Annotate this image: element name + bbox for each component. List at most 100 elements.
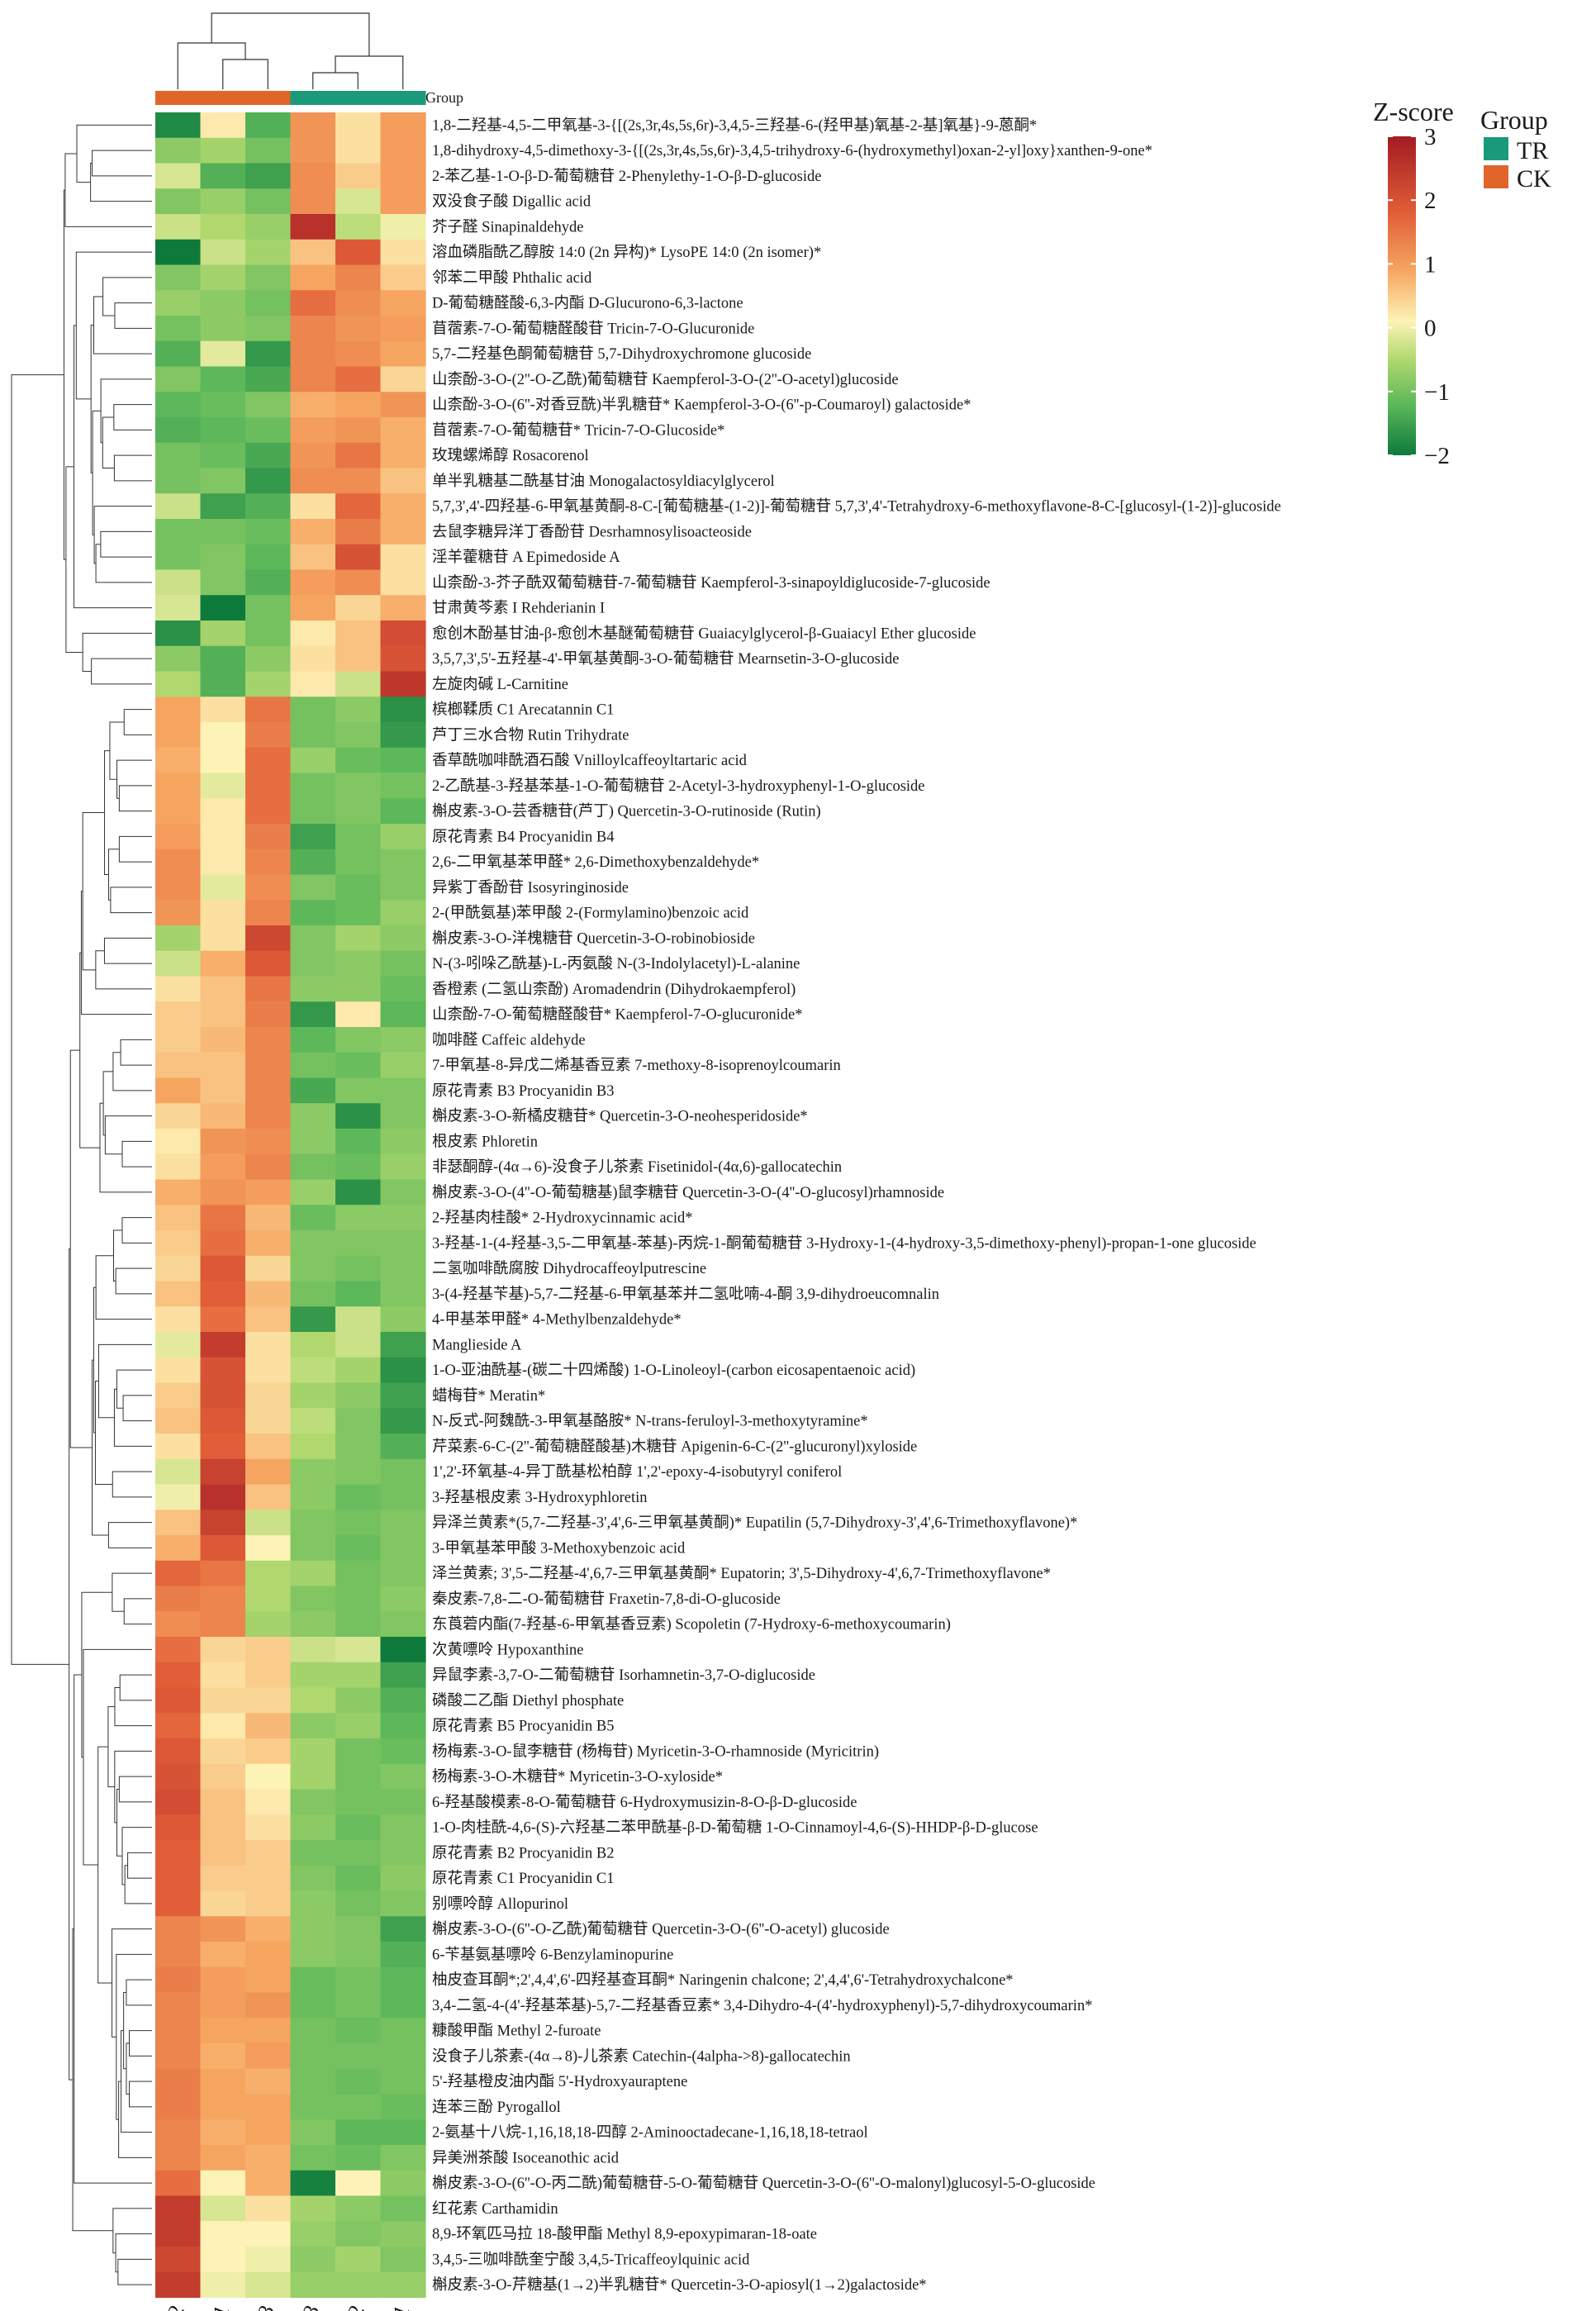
row-label: Manglieside A	[432, 1337, 522, 1353]
group-cell-tr-1	[380, 91, 426, 105]
dendrogram-branch	[104, 1115, 152, 1155]
legend-swatch-ck	[1484, 165, 1508, 188]
row-label: 杨梅素-3-O-鼠李糖苷 (杨梅苷) Myricetin-3-O-rhamnos…	[432, 1743, 879, 1760]
heatmap-cell	[335, 544, 382, 571]
row-label: 5,7,3',4'-四羟基-6-甲氧基黄酮-8-C-[葡萄糖基-(1-2)]-葡…	[432, 498, 1281, 516]
row-label: 2-(甲酰氨基)苯甲酸 2-(Formylamino)benzoic acid	[432, 905, 749, 922]
heatmap-cell	[335, 621, 382, 647]
heatmap-cell	[155, 1408, 202, 1434]
heatmap-cell	[290, 2043, 336, 2070]
heatmap-cell	[155, 163, 202, 189]
dendrogram-branch	[107, 1522, 152, 1548]
dendrogram-branch	[94, 1381, 113, 1485]
heatmap-cell	[200, 824, 246, 850]
group-legend: Group TR CK	[1480, 105, 1551, 193]
row-dendrogram	[11, 124, 152, 2285]
heatmap-cell	[200, 493, 246, 520]
heatmap-cell	[290, 798, 336, 825]
heatmap-cell	[290, 1713, 336, 1739]
heatmap-cell	[380, 722, 426, 749]
row-label: 玫瑰螺烯醇 Rosacorenol	[432, 447, 589, 464]
heatmap-cell	[155, 950, 202, 977]
heatmap-cell	[380, 1408, 426, 1434]
heatmap-cell	[245, 1916, 292, 1942]
heatmap-cell	[380, 1357, 426, 1384]
heatmap-cell	[245, 544, 292, 571]
heatmap-cell	[335, 645, 382, 673]
heatmap-cell	[245, 442, 292, 469]
dendrogram-branch	[129, 2030, 152, 2057]
row-label: 3,4-二氢-4-(4'-羟基苯基)-5,7-二羟基香豆素* 3,4-Dihyd…	[432, 1997, 1092, 2014]
heatmap-cell	[200, 1890, 246, 1917]
heatmap-cell	[290, 1942, 336, 1968]
row-label: 山柰酚-7-O-葡萄糖醛酸苷* Kaempferol-7-O-glucuroni…	[432, 1006, 803, 1024]
heatmap-cell	[245, 1408, 292, 1434]
dendrogram-branch	[113, 404, 152, 430]
heatmap-cell	[335, 1179, 382, 1205]
heatmap-cell	[380, 1510, 426, 1536]
heatmap-cell	[155, 1840, 202, 1866]
dendrogram-branch	[126, 1979, 152, 2006]
heatmap-cell	[380, 1916, 426, 1942]
heatmap-cell	[290, 544, 336, 571]
heatmap-cell	[335, 1535, 382, 1562]
dendrogram-branch	[83, 1648, 152, 1866]
dendrogram-branch	[123, 709, 152, 735]
row-label: 7-甲氧基-8-异戊二烯基香豆素 7-methoxy-8-isoprenoylc…	[432, 1057, 841, 1074]
heatmap-cell	[200, 1153, 246, 1181]
row-label: 槲皮素-3-O-洋槐糖苷 Quercetin-3-O-robinobioside	[432, 930, 755, 947]
heatmap-cell	[155, 1992, 202, 2019]
row-label: 槲皮素-3-O-(4''-O-葡萄糖基)鼠李糖苷 Quercetin-3-O-(…	[432, 1184, 944, 1201]
heatmap-cell	[155, 137, 202, 164]
heatmap-cell	[200, 1560, 246, 1587]
heatmap-cell	[200, 2119, 246, 2146]
heatmap-cell	[335, 1713, 382, 1739]
heatmap-cell	[200, 645, 246, 673]
heatmap-cell	[155, 264, 202, 291]
heatmap-cell	[200, 1255, 246, 1282]
heatmap-cell	[290, 2247, 336, 2273]
heatmap-cell	[380, 1103, 426, 1129]
dendrogram-branch	[118, 2080, 152, 2158]
heatmap-cell	[200, 874, 246, 901]
heatmap-cell	[245, 1560, 292, 1587]
heatmap-cell	[200, 1713, 246, 1739]
legend-label-ck: CK	[1517, 165, 1551, 193]
heatmap-cell	[380, 1382, 426, 1409]
legend-swatch-tr	[1484, 137, 1508, 160]
heatmap-cell	[200, 1357, 246, 1384]
heatmap-cell	[290, 2195, 336, 2222]
row-label: 原花青素 B3 Procyanidin B3	[432, 1082, 614, 1100]
row-label: 3-甲氧基苯甲酸 3-Methoxybenzoic acid	[432, 1539, 686, 1557]
colorbar-tick-label: −1	[1424, 379, 1450, 406]
heatmap-cell	[380, 773, 426, 799]
row-label: 6-羟基酸模素-8-O-葡萄糖苷 6-Hydroxymusizin-8-O-β-…	[432, 1794, 857, 1811]
colorbar-tick-label: 3	[1424, 124, 1437, 150]
heatmap-cell	[200, 1916, 246, 1942]
heatmap-cell	[380, 468, 426, 494]
heatmap-cell	[155, 2145, 202, 2171]
heatmap-cell	[155, 1027, 202, 1053]
row-labels: 1,8-二羟基-4,5-二甲氧基-3-{[(2s,3r,4s,5s,6r)-3,…	[432, 117, 1281, 2294]
heatmap-cell	[380, 1966, 426, 1994]
heatmap-cell	[290, 2145, 336, 2171]
heatmap-cell	[155, 621, 202, 647]
heatmap-cell	[335, 569, 382, 596]
heatmap-cell	[245, 392, 292, 418]
row-label: 1-O-亚油酰基-(碳二十四烯酸) 1-O-Linoleoyl-(carbon …	[432, 1362, 915, 1379]
heatmap-cell	[200, 1738, 246, 1765]
heatmap-cell	[335, 1560, 382, 1587]
heatmap-cell	[380, 824, 426, 850]
heatmap-cell	[245, 773, 292, 799]
heatmap-cell	[200, 1382, 246, 1409]
column-label: CK-2	[149, 2302, 189, 2311]
row-label: 别嘌呤醇 Allopurinol	[432, 1895, 568, 1913]
heatmap-cell	[245, 214, 292, 240]
row-label: 8,9-环氧匹马拉 18-酸甲酯 Methyl 8,9-epoxypimaran…	[432, 2226, 817, 2243]
dendrogram-branch	[177, 42, 246, 89]
heatmap-cell	[245, 1789, 292, 1815]
heatmap-cell	[290, 1434, 336, 1460]
heatmap-cell	[335, 1052, 382, 1079]
dendrogram-branch	[79, 952, 100, 1148]
row-label: 芦丁三水合物 Rutin Trihydrate	[432, 726, 629, 744]
